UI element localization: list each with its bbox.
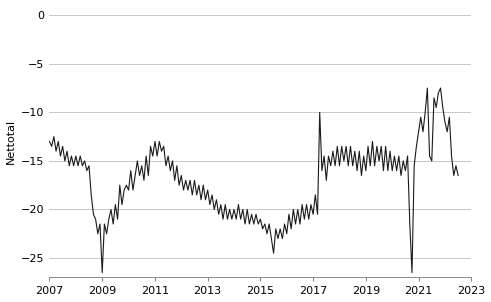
Y-axis label: Nettotal: Nettotal bbox=[5, 119, 16, 164]
